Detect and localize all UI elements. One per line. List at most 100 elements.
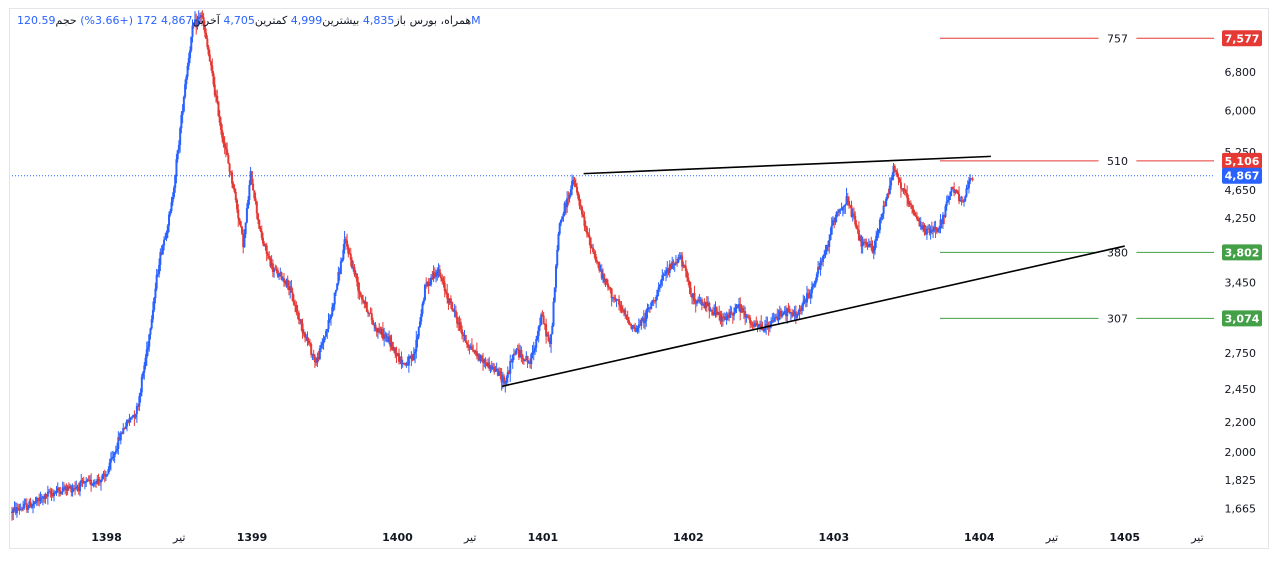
candle bbox=[302, 329, 305, 337]
candle bbox=[195, 13, 198, 35]
candle bbox=[231, 169, 234, 189]
candle bbox=[166, 224, 169, 238]
candle bbox=[107, 466, 110, 475]
candle bbox=[661, 269, 664, 287]
candle bbox=[775, 313, 778, 319]
candle bbox=[238, 217, 241, 225]
candle bbox=[82, 476, 85, 484]
candle bbox=[709, 307, 712, 312]
level-label: 757 bbox=[1107, 32, 1128, 45]
x-tick-label: 1399 bbox=[237, 531, 268, 544]
candle bbox=[17, 503, 20, 512]
candle bbox=[198, 13, 201, 23]
candle bbox=[49, 487, 52, 498]
candle bbox=[956, 190, 959, 195]
candle bbox=[359, 291, 362, 298]
candle bbox=[810, 281, 813, 299]
candle bbox=[261, 232, 264, 247]
candle bbox=[92, 479, 95, 488]
candle bbox=[687, 272, 690, 286]
candle bbox=[520, 346, 523, 363]
candle bbox=[29, 497, 32, 508]
candle bbox=[184, 79, 187, 99]
candle bbox=[378, 322, 381, 333]
candle bbox=[911, 204, 914, 214]
candle bbox=[426, 281, 429, 287]
candle bbox=[574, 178, 577, 188]
candle bbox=[913, 209, 916, 216]
candle bbox=[677, 254, 680, 264]
candle bbox=[589, 237, 592, 255]
candle bbox=[514, 350, 517, 356]
candle bbox=[504, 380, 507, 393]
candle bbox=[124, 422, 127, 430]
candle bbox=[939, 214, 942, 234]
candle bbox=[733, 307, 736, 321]
candle bbox=[438, 264, 441, 277]
candle bbox=[745, 313, 748, 323]
candle bbox=[683, 264, 686, 268]
candle bbox=[292, 294, 295, 306]
candle bbox=[535, 335, 538, 353]
candle bbox=[489, 364, 492, 374]
candle bbox=[81, 477, 84, 488]
candle bbox=[605, 278, 608, 286]
legend-change: 172 (+3.66%) bbox=[80, 14, 158, 27]
trendline bbox=[583, 155, 991, 175]
candle bbox=[888, 177, 891, 195]
candle bbox=[814, 277, 817, 288]
y-tick-label: 2,000 bbox=[1225, 446, 1257, 459]
candle bbox=[644, 312, 647, 330]
candle bbox=[713, 304, 716, 316]
level-label: 307 bbox=[1107, 312, 1128, 325]
candle bbox=[70, 484, 73, 497]
candle bbox=[337, 266, 340, 286]
candle bbox=[431, 270, 434, 280]
candle bbox=[578, 194, 581, 210]
candle bbox=[119, 430, 122, 445]
candle bbox=[569, 185, 572, 198]
candle bbox=[938, 225, 941, 234]
candle bbox=[846, 192, 849, 206]
candle bbox=[969, 174, 972, 185]
candle bbox=[490, 360, 493, 372]
candle bbox=[253, 190, 256, 201]
candle bbox=[470, 338, 473, 350]
candle bbox=[815, 271, 818, 283]
candle bbox=[114, 445, 117, 455]
candle bbox=[75, 480, 78, 491]
candle bbox=[869, 240, 872, 248]
candle bbox=[127, 419, 130, 424]
candle bbox=[442, 276, 445, 288]
candle bbox=[714, 301, 717, 318]
candle bbox=[583, 211, 586, 232]
candle bbox=[735, 303, 738, 314]
candle bbox=[452, 308, 455, 313]
candle bbox=[133, 410, 136, 426]
candle bbox=[316, 352, 319, 368]
candle bbox=[448, 298, 451, 305]
candle bbox=[217, 101, 220, 117]
candle bbox=[304, 331, 307, 343]
candle bbox=[86, 478, 89, 483]
candle bbox=[320, 341, 323, 352]
candle bbox=[540, 312, 543, 326]
candle bbox=[887, 188, 890, 199]
candle bbox=[266, 251, 269, 260]
candle bbox=[419, 317, 421, 328]
candle bbox=[573, 176, 576, 188]
legend-low-value: 4,705 bbox=[223, 14, 255, 27]
candle bbox=[672, 259, 675, 270]
candle bbox=[19, 503, 22, 511]
candle bbox=[430, 274, 433, 287]
candle bbox=[724, 313, 727, 321]
candle bbox=[106, 473, 109, 477]
x-tick-label: 1403 bbox=[819, 531, 850, 544]
candle bbox=[719, 310, 722, 325]
candle bbox=[196, 15, 199, 30]
candle bbox=[228, 162, 231, 178]
candle bbox=[354, 270, 357, 279]
candle bbox=[857, 221, 860, 242]
